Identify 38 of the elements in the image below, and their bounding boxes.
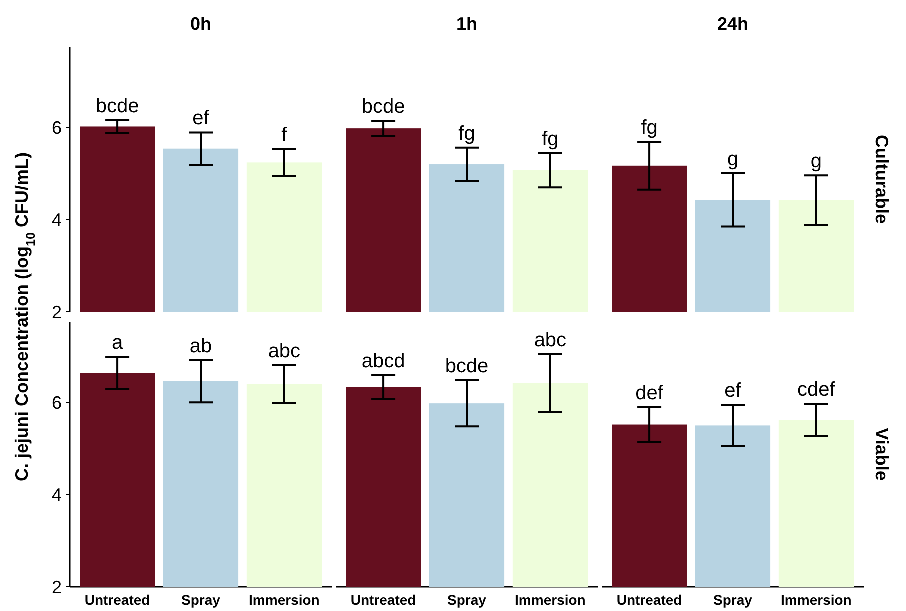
x-tick-label: Spray <box>714 592 753 608</box>
y-tick-label: 6 <box>52 118 62 138</box>
x-tick-label: Untreated <box>84 592 150 608</box>
data-label: ab <box>190 335 212 358</box>
data-label: g <box>810 150 822 173</box>
text: 24h <box>717 14 749 34</box>
y-tick-label: 6 <box>52 392 62 413</box>
y-tick-label: 2 <box>52 302 62 322</box>
text: 0h <box>190 14 212 34</box>
text: Culturable <box>872 134 892 224</box>
x-tick-label: Spray <box>448 592 487 608</box>
x-tick-label: Immersion <box>249 592 320 608</box>
data-label: abc <box>268 340 301 362</box>
data-label: ef <box>724 380 742 402</box>
data-label: def <box>636 382 664 404</box>
x-tick-label: Immersion <box>515 592 586 608</box>
x-tick-label: Immersion <box>781 592 852 608</box>
text: 1h <box>456 14 478 34</box>
data-label: abcd <box>362 350 406 372</box>
data-label: g <box>727 148 739 170</box>
data-label: f <box>282 124 288 146</box>
data-label: a <box>112 332 124 354</box>
x-tick-label: Spray <box>182 592 221 608</box>
data-label: abc <box>534 329 567 352</box>
data-label: fg <box>641 116 658 139</box>
x-tick-label: Untreated <box>616 592 682 608</box>
x-tick-label: Untreated <box>350 592 416 608</box>
data-label: fg <box>542 128 559 150</box>
data-label: cdef <box>798 379 836 402</box>
data-label: ef <box>192 108 210 130</box>
y-tick-label: 4 <box>52 210 62 230</box>
data-label: bcde <box>96 95 140 118</box>
text: Viable <box>872 428 892 481</box>
data-label: bcde <box>445 356 489 378</box>
data-label: fg <box>458 122 476 145</box>
y-tick-label: 4 <box>52 485 62 506</box>
y-tick-label: 2 <box>52 577 62 598</box>
data-label: bcde <box>362 96 406 118</box>
